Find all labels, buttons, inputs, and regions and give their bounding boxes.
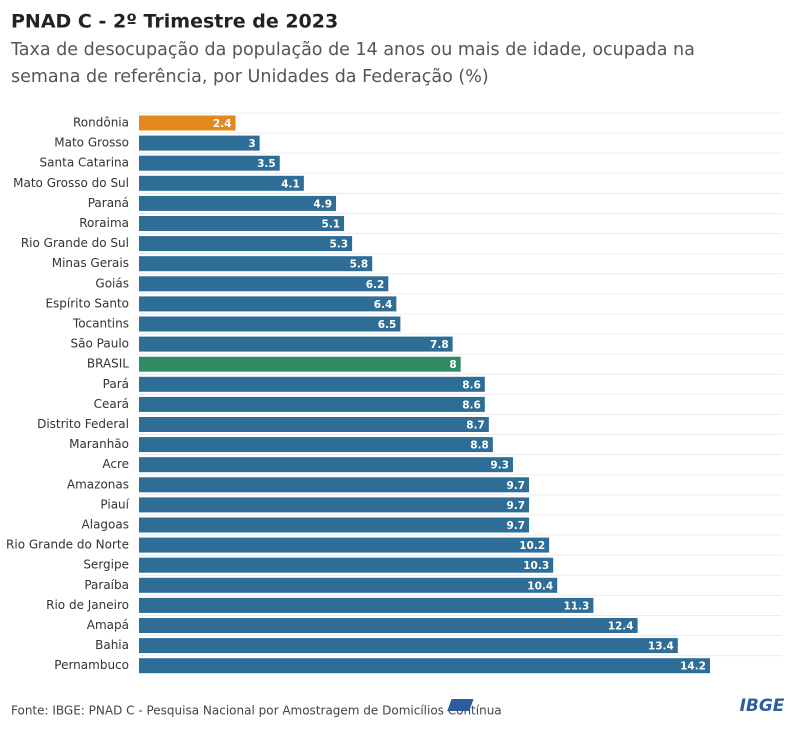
- chart-subtitle: Taxa de desocupação da população de 14 a…: [10, 40, 695, 60]
- bar: [139, 376, 485, 392]
- bar: [139, 236, 353, 252]
- category-label: Rio de Janeiro: [46, 598, 129, 612]
- bar: [139, 316, 401, 332]
- bar: [139, 396, 485, 412]
- category-label: Maranhão: [69, 437, 129, 451]
- bar: [139, 195, 337, 211]
- category-label: Rondônia: [73, 116, 129, 130]
- bar: [139, 658, 710, 674]
- value-label: 5.8: [350, 259, 369, 271]
- value-label: 12.4: [608, 621, 634, 633]
- category-label: Goiás: [95, 276, 129, 290]
- category-label: Pará: [103, 377, 129, 391]
- value-label: 13.4: [648, 641, 674, 653]
- value-label: 4.9: [313, 198, 332, 210]
- category-label: Bahia: [95, 638, 129, 652]
- chart-title: PNAD C - 2º Trimestre de 2023: [11, 11, 338, 33]
- value-label: 9.7: [506, 500, 525, 512]
- value-label: 8.8: [470, 440, 489, 452]
- category-label: Minas Gerais: [52, 256, 129, 270]
- value-label: 6.4: [374, 299, 393, 311]
- bar: [139, 417, 489, 432]
- bar: [139, 517, 530, 533]
- bar: [139, 597, 594, 613]
- category-label: Roraima: [79, 216, 129, 230]
- bar: [139, 356, 461, 372]
- logo: IBGE: [447, 696, 785, 716]
- source-note: Fonte: IBGE: PNAD C - Pesquisa Nacional …: [11, 704, 502, 718]
- value-label: 2.4: [213, 118, 232, 130]
- category-label: Piauí: [100, 497, 129, 511]
- bar: [139, 457, 513, 473]
- bar: [139, 437, 493, 453]
- bar: [139, 477, 530, 493]
- category-label: BRASIL: [87, 357, 129, 371]
- bar: [139, 256, 373, 272]
- bar: [139, 276, 389, 292]
- value-label: 10.3: [523, 560, 549, 572]
- category-label: Rio Grande do Sul: [21, 236, 129, 250]
- category-label: Ceará: [94, 397, 129, 411]
- category-label: Rio Grande do Norte: [6, 538, 129, 552]
- value-label: 6.2: [366, 279, 385, 291]
- bar: [139, 638, 678, 654]
- category-label: Mato Grosso do Sul: [13, 176, 129, 190]
- value-label: 6.5: [378, 319, 397, 331]
- category-label: Paraíba: [84, 578, 129, 592]
- value-label: 14.2: [680, 661, 706, 673]
- value-label: 5.1: [321, 219, 340, 231]
- value-label: 3: [248, 138, 255, 150]
- value-label: 8.6: [462, 379, 481, 391]
- category-label: Amazonas: [67, 477, 129, 491]
- bar: [139, 497, 530, 513]
- bar: [139, 336, 453, 352]
- category-label: Tocantins: [72, 317, 129, 331]
- value-label: 9.7: [506, 480, 525, 492]
- value-label: 3.5: [257, 158, 276, 170]
- category-label: Espírito Santo: [45, 296, 129, 310]
- bar: [139, 175, 304, 191]
- value-label: 7.8: [430, 339, 449, 351]
- value-label: 9.7: [506, 520, 525, 532]
- value-label: 5.3: [330, 239, 349, 251]
- bar: [139, 296, 397, 312]
- value-label: 11.3: [563, 600, 589, 612]
- bar: [139, 618, 638, 633]
- bar: [139, 537, 550, 553]
- bar: [139, 216, 345, 231]
- category-label: Mato Grosso: [54, 136, 129, 150]
- logo-text: IBGE: [740, 696, 785, 716]
- value-label: 4.1: [281, 178, 300, 190]
- category-label: Distrito Federal: [37, 417, 129, 431]
- bar: [139, 577, 558, 593]
- value-label: 10.4: [527, 580, 553, 592]
- bar: [139, 115, 236, 131]
- category-label: Acre: [102, 457, 129, 471]
- category-label: Sergipe: [83, 558, 129, 572]
- value-label: 8.6: [462, 399, 481, 411]
- category-label: São Paulo: [71, 337, 129, 351]
- value-label: 8.7: [466, 420, 485, 432]
- bar: [139, 557, 554, 573]
- bar: [139, 135, 260, 151]
- category-label: Santa Catarina: [40, 156, 129, 170]
- logo-icon: [447, 699, 474, 711]
- chart-subtitle: semana de referência, por Unidades da Fe…: [11, 67, 489, 87]
- category-label: Amapá: [87, 618, 129, 632]
- value-label: 9.3: [490, 460, 509, 472]
- category-label: Alagoas: [82, 518, 129, 532]
- value-label: 10.2: [519, 540, 545, 552]
- value-label: 8: [449, 359, 456, 371]
- bar: [139, 155, 280, 171]
- category-label: Pernambuco: [54, 658, 129, 672]
- category-label: Paraná: [88, 196, 129, 210]
